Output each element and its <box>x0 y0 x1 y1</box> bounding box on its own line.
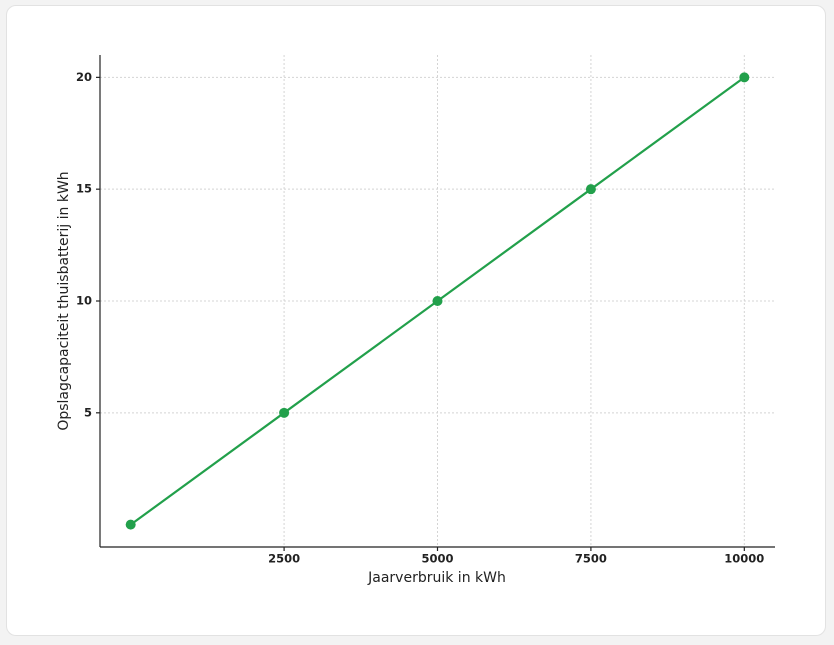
y-axis-label: Opslagcapaciteit thuisbatterij in kWh <box>56 171 72 430</box>
x-tick-label: 2500 <box>268 552 300 566</box>
data-point <box>279 407 290 418</box>
x-axis-label: Jaarverbruik in kWh <box>367 570 506 586</box>
data-point <box>125 519 136 530</box>
y-tick-label: 15 <box>76 182 92 196</box>
card <box>6 5 826 636</box>
data-point <box>432 296 443 306</box>
x-tick-label: 7500 <box>575 552 607 566</box>
data-point <box>739 72 750 83</box>
x-tick-label: 5000 <box>421 552 453 566</box>
y-tick-label: 10 <box>76 294 92 308</box>
y-tick-label: 20 <box>76 70 92 84</box>
y-tick-label: 5 <box>84 405 92 419</box>
data-point <box>585 184 596 195</box>
x-tick-label: 10000 <box>724 552 764 566</box>
